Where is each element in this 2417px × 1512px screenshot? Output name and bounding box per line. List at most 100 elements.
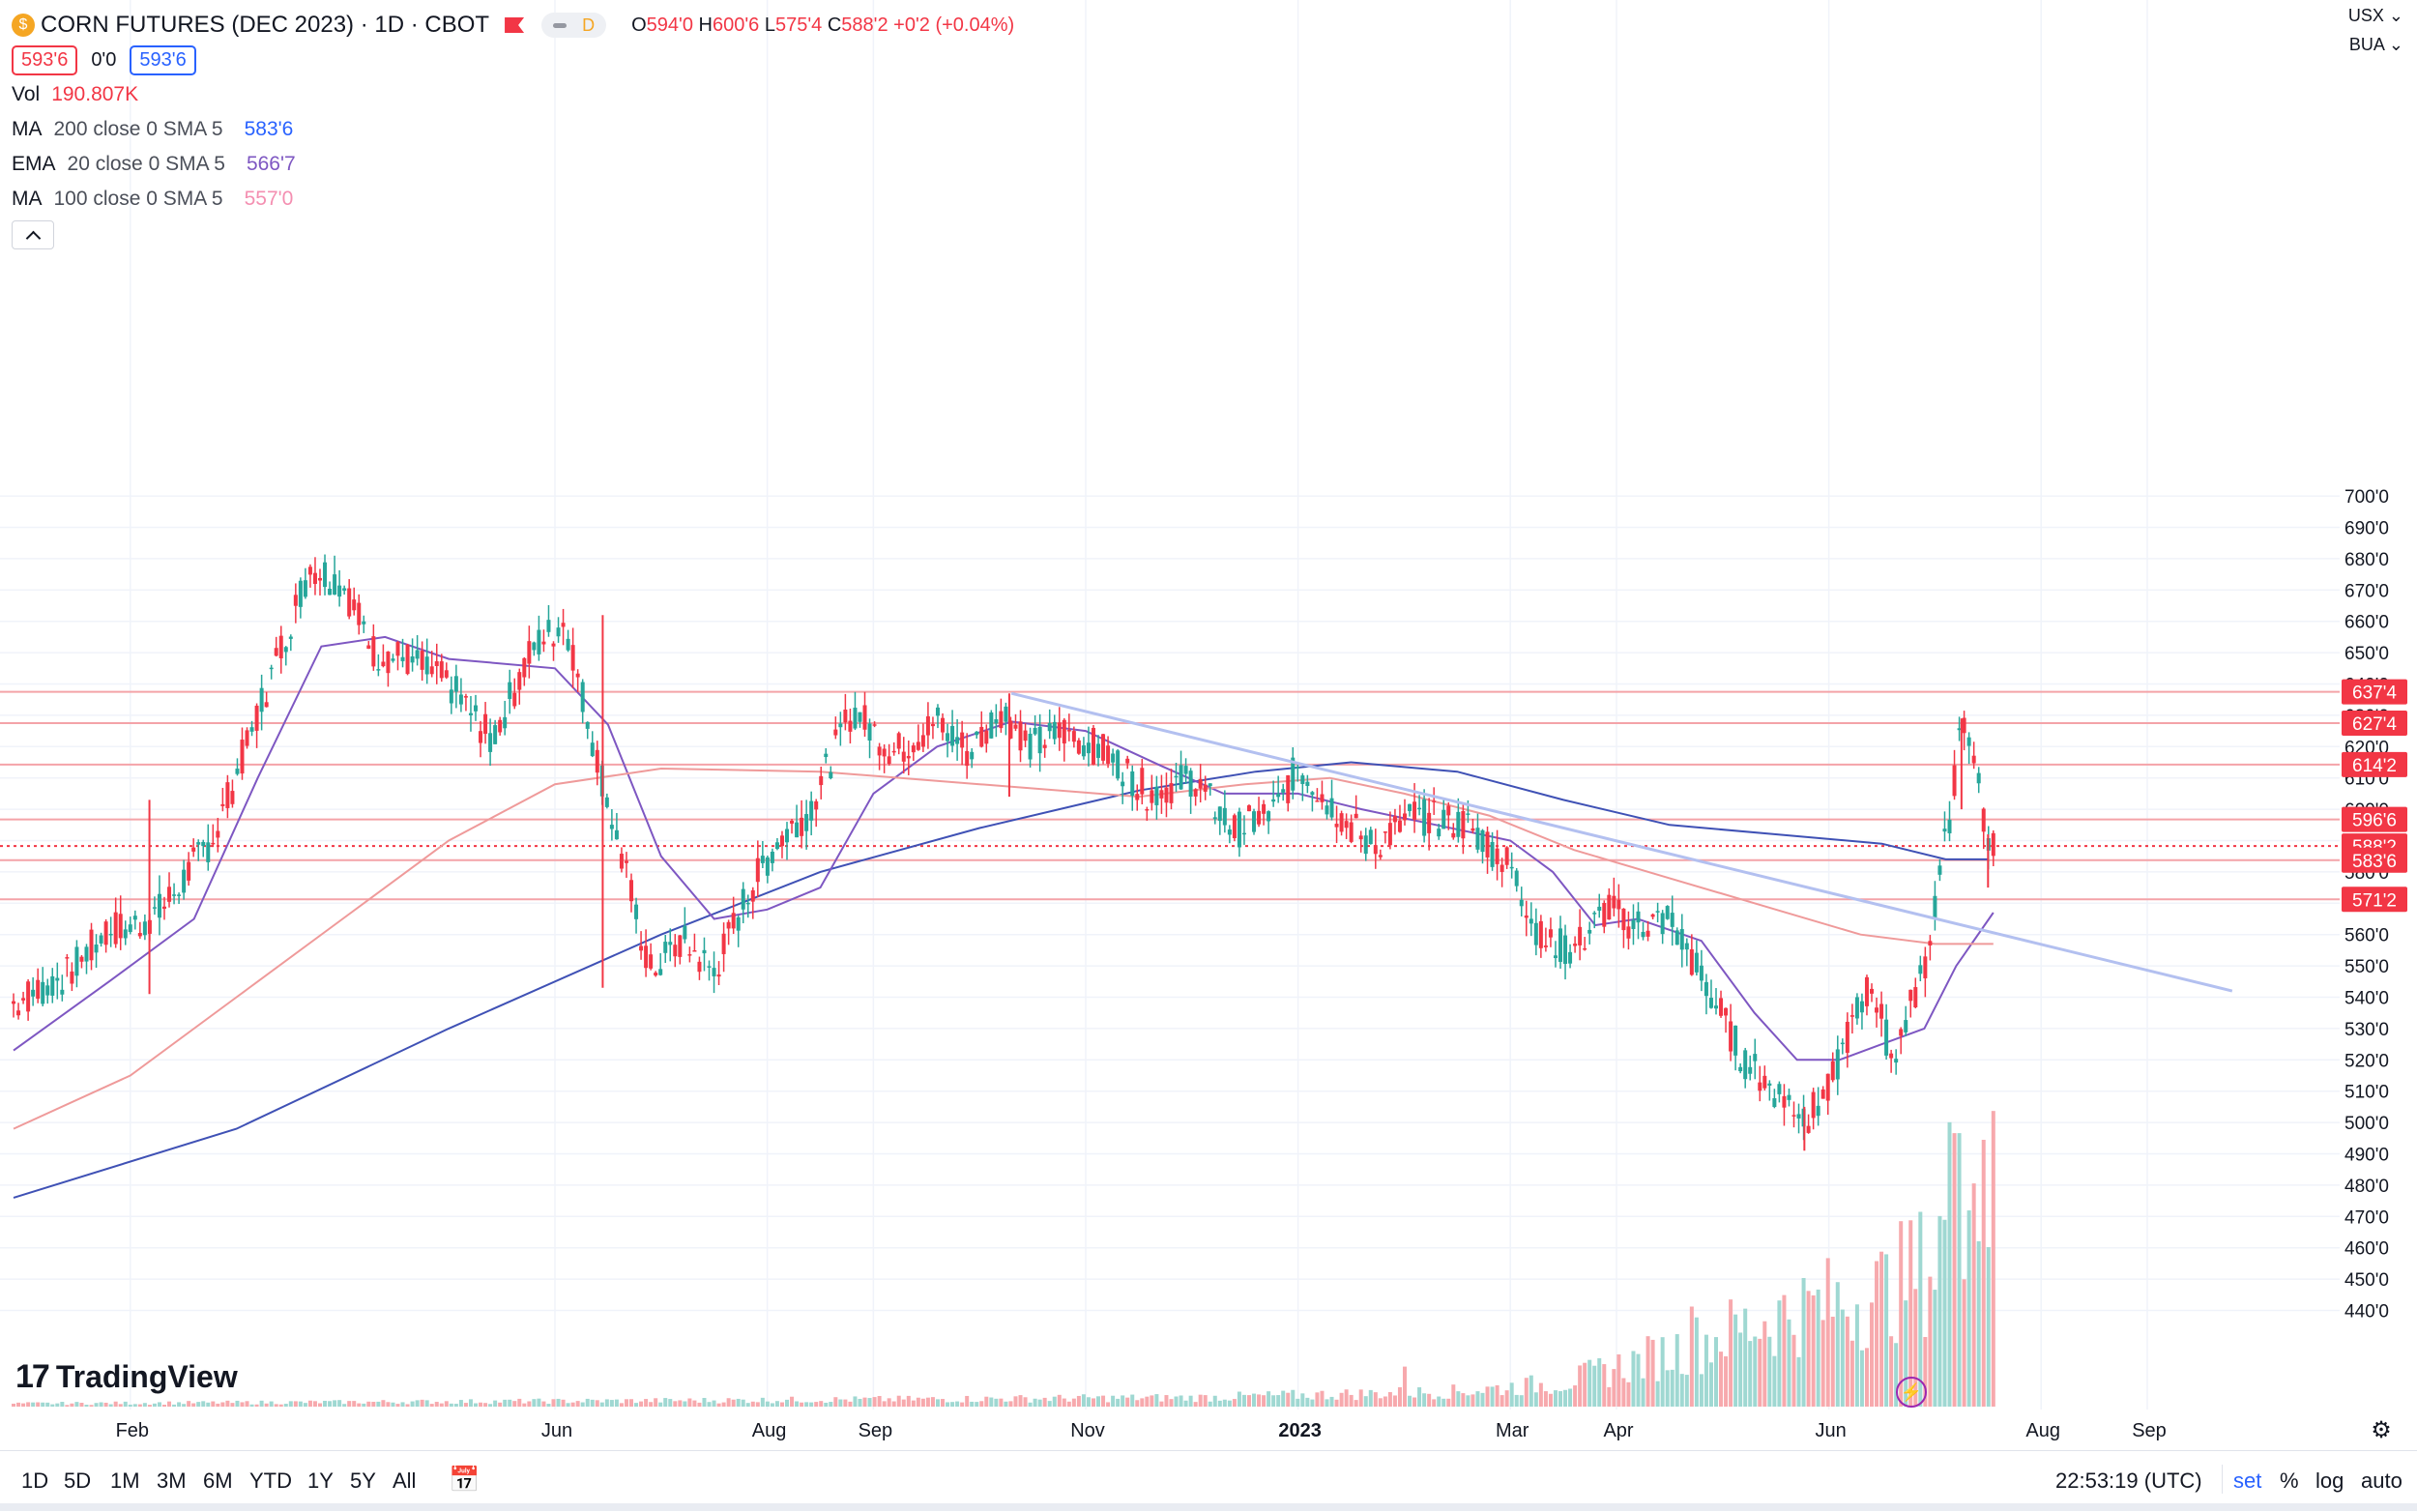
trendline[interactable]	[1010, 691, 2233, 993]
candle-body	[1631, 919, 1636, 929]
candle-body	[604, 797, 609, 807]
candle-body	[1310, 792, 1315, 796]
volume-bar	[1140, 1398, 1145, 1407]
candle-body	[152, 907, 157, 909]
candle-body	[1908, 989, 1913, 1002]
volume-bar	[479, 1402, 483, 1407]
clock-display[interactable]: 22:53:19 (UTC)	[2055, 1468, 2202, 1493]
symbol-title[interactable]: CORN FUTURES (DEC 2023) · 1D · CBOT	[41, 12, 490, 38]
candle-body	[955, 737, 960, 744]
dollar-coin-icon[interactable]: $	[12, 14, 35, 37]
candle-body	[1684, 943, 1689, 950]
collapse-legend-button[interactable]	[12, 220, 54, 249]
volume-bar	[1743, 1308, 1748, 1407]
candle-body	[1753, 1054, 1758, 1061]
timeframe-6m[interactable]: 6M	[203, 1468, 233, 1493]
candle-body	[891, 750, 896, 753]
candle-body	[142, 921, 147, 936]
candle-body	[1441, 809, 1446, 829]
timeframe-1d[interactable]: 1D	[21, 1468, 49, 1493]
candle-body	[1553, 955, 1558, 959]
volume-bar	[424, 1400, 429, 1407]
timeframe-1y[interactable]: 1Y	[307, 1468, 334, 1493]
compare-calendar-icon[interactable]: 📅	[449, 1465, 480, 1494]
buy-price-button[interactable]: 593'6	[130, 44, 196, 75]
volume-bar	[1310, 1399, 1315, 1407]
volume-bar	[1300, 1393, 1305, 1407]
time-tick-label: Mar	[1496, 1420, 1529, 1441]
volume-bar	[283, 1404, 288, 1407]
price-axis[interactable]: 700'0690'0680'0670'0660'0650'0640'0630'0…	[2342, 487, 2407, 1323]
volume-bar	[1150, 1395, 1154, 1407]
indicator-row[interactable]: MA 100 close 0 SMA 5 557'0	[12, 182, 1014, 217]
candle-body	[1679, 929, 1684, 950]
candle-body	[371, 636, 376, 667]
indicator-row[interactable]: Vol 190.807K	[12, 77, 1014, 112]
unit-selector[interactable]: BUA ⌄	[2348, 35, 2403, 54]
timeframe-5d[interactable]: 5D	[64, 1468, 92, 1493]
volume-bar	[1066, 1401, 1071, 1407]
candle-body	[508, 682, 512, 699]
sell-price-button[interactable]: 593'6	[12, 44, 78, 75]
volume-bar	[468, 1399, 473, 1407]
candle-body	[1845, 1021, 1849, 1054]
candle-body	[522, 657, 527, 678]
candle-body	[1782, 1095, 1787, 1108]
candle-body	[1475, 828, 1480, 850]
indicator-row[interactable]: MA 200 close 0 SMA 5 583'6	[12, 112, 1014, 147]
candle-body	[804, 814, 809, 831]
timeframe-all[interactable]: All	[393, 1468, 417, 1493]
candle-body	[187, 861, 191, 881]
volume-bar	[1451, 1384, 1456, 1407]
candle-body	[1835, 1049, 1840, 1080]
candle-body	[1962, 717, 1966, 734]
volume-bar	[1762, 1321, 1767, 1407]
timeframe-3m[interactable]: 3M	[157, 1468, 187, 1493]
candle-body	[1899, 1029, 1904, 1036]
volume-bar	[692, 1400, 697, 1407]
candle-body	[1130, 771, 1135, 797]
candle-body	[1592, 913, 1597, 915]
candle-body	[1879, 1003, 1884, 1019]
volume-bar	[546, 1404, 551, 1407]
gear-icon[interactable]: ⚙	[2371, 1416, 2392, 1443]
candle-body	[157, 893, 161, 918]
currency-selector[interactable]: USX ⌄	[2347, 6, 2403, 25]
volume-bar	[12, 1403, 16, 1407]
percent-toggle[interactable]: %	[2280, 1468, 2299, 1493]
volume-bar	[161, 1405, 166, 1407]
flag-icon[interactable]	[505, 17, 525, 33]
set-toggle[interactable]: set	[2233, 1468, 2262, 1493]
candle-body	[1509, 866, 1514, 869]
volume-bar	[527, 1401, 532, 1407]
candle-body	[1354, 813, 1358, 819]
candle-body	[595, 749, 599, 773]
candle-body	[774, 842, 779, 850]
log-toggle[interactable]: log	[2315, 1468, 2344, 1493]
tradingview-logo[interactable]: 17 TradingView	[15, 1358, 238, 1396]
candle-body	[765, 857, 770, 876]
candle-body	[12, 1001, 16, 1004]
timeframe-ytd[interactable]: YTD	[249, 1468, 292, 1493]
time-axis[interactable]: Feb Jun Aug Sep Nov 2023 Mar Apr Jun Aug Sep	[116, 1420, 2167, 1441]
candle-body	[551, 643, 556, 647]
lightning-icon[interactable]: ⚡	[1896, 1377, 1927, 1408]
price-chart[interactable]: 700'0690'0680'0670'0660'0650'0640'0630'0…	[0, 0, 2417, 1450]
series-line-ema-20	[13, 635, 1995, 1061]
volume-bar	[896, 1395, 901, 1407]
timeframe-5y[interactable]: 5Y	[350, 1468, 376, 1493]
candle-body	[1135, 794, 1140, 800]
timeframe-1m[interactable]: 1M	[110, 1468, 140, 1493]
volume-bar	[1320, 1390, 1325, 1407]
indicator-row[interactable]: EMA 20 close 0 SMA 5 566'7	[12, 147, 1014, 182]
candle-body	[858, 712, 862, 722]
volume-bar	[152, 1403, 157, 1407]
volume-bar	[103, 1402, 108, 1407]
volume-bar	[362, 1403, 366, 1407]
time-tick-label: Jun	[1815, 1420, 1846, 1441]
candle-body	[979, 726, 984, 747]
volume-bar	[901, 1399, 906, 1407]
market-status-pill[interactable]: D	[541, 13, 607, 38]
candle-body	[1140, 768, 1145, 795]
auto-toggle[interactable]: auto	[2361, 1468, 2402, 1493]
